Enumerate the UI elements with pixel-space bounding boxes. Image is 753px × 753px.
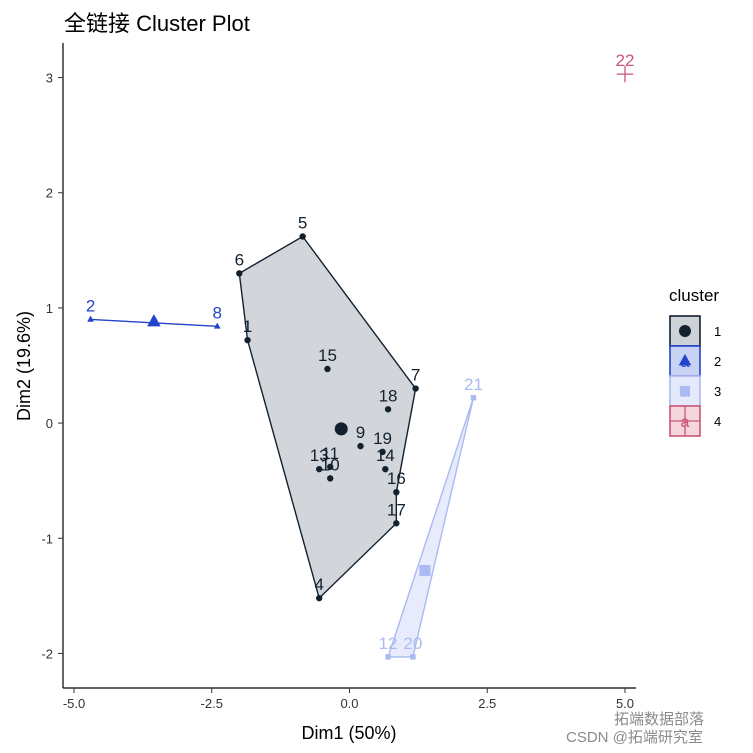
x-tick-label: 2.5	[478, 696, 496, 711]
y-ticks: -2 -1 0 1 2 3	[41, 71, 63, 661]
y-axis-title: Dim2 (19.6%)	[14, 311, 34, 421]
point-label: 4	[314, 575, 323, 594]
point-label: 15	[318, 346, 337, 365]
watermark: 拓端数据部落 CSDN @拓端研究室	[566, 711, 704, 746]
point-label: 1	[243, 317, 252, 336]
y-tick-label: 0	[46, 416, 53, 431]
legend-label-2: 2	[714, 354, 721, 369]
y-tick-label: 3	[46, 71, 53, 86]
cluster-1-point	[299, 233, 306, 240]
cluster-1-point	[379, 448, 386, 456]
cluster-1-point	[315, 465, 323, 473]
legend-marker-3	[679, 385, 691, 397]
legend-marker-1	[679, 325, 691, 337]
watermark-line1: 拓端数据部落	[614, 711, 704, 728]
legend-title: cluster	[669, 286, 719, 305]
cluster-1-point	[393, 520, 400, 527]
cluster-1-point	[412, 385, 419, 392]
x-tick-label: 5.0	[616, 696, 634, 711]
x-ticks: -5.0 -2.5 0.0 2.5 5.0	[63, 688, 634, 711]
cluster-1-point	[327, 475, 334, 482]
cluster-1-point	[236, 270, 243, 277]
cluster-1-centroid	[334, 422, 348, 436]
cluster-1-point	[324, 365, 331, 373]
cluster-1-point	[315, 594, 323, 602]
point-label: 14	[376, 446, 395, 465]
x-axis-title: Dim1 (50%)	[301, 723, 396, 743]
point-label: 9	[356, 423, 365, 442]
cluster-1-point	[327, 463, 334, 471]
cluster-3-centroid	[419, 564, 431, 577]
point-label: 7	[411, 366, 420, 385]
cluster-1-point	[384, 406, 392, 413]
point-label: 22	[616, 51, 635, 70]
point-label: 5	[298, 214, 307, 233]
cluster-hulls	[90, 235, 475, 658]
data-points: 1456791011131415161718192812202122	[86, 51, 635, 660]
watermark-line2: CSDN @拓端研究室	[566, 729, 703, 746]
point-label: 12	[379, 634, 398, 653]
x-tick-label: 0.0	[340, 696, 358, 711]
cluster-3-hull	[387, 397, 475, 658]
y-tick-label: 1	[46, 301, 53, 316]
cluster-1-point	[244, 336, 251, 344]
legend-label-3: 3	[714, 384, 721, 399]
point-label: 21	[464, 375, 483, 394]
y-tick-label: 2	[46, 186, 53, 201]
legend-marker-2	[678, 353, 692, 366]
legend-label-4: 4	[714, 414, 721, 429]
cluster-2-centroid	[147, 314, 161, 327]
point-label: 8	[213, 303, 222, 322]
legend: cluster 1a2a3a4	[669, 286, 721, 437]
chart-title: 全链接 Cluster Plot	[64, 11, 250, 36]
cluster-1-point	[393, 488, 400, 496]
cluster-2-point	[87, 315, 94, 322]
point-label: 17	[387, 500, 406, 519]
cluster-1-point	[357, 442, 364, 450]
point-label: 11	[321, 444, 339, 463]
legend-marker-4	[669, 405, 701, 437]
point-label: 20	[403, 634, 422, 653]
legend-label-1: 1	[714, 324, 721, 339]
cluster-4-point	[616, 65, 634, 83]
point-label: 16	[387, 469, 406, 488]
x-tick-label: -5.0	[63, 696, 85, 711]
cluster-1-point	[382, 465, 389, 473]
cluster-2-point	[213, 322, 221, 329]
cluster-3-point	[470, 395, 477, 401]
point-label: 19	[373, 429, 392, 448]
y-tick-label: -2	[41, 646, 53, 661]
point-label: 2	[86, 296, 95, 315]
point-label: 13	[310, 446, 329, 465]
cluster-3-point	[385, 654, 391, 660]
point-label: 18	[379, 386, 398, 405]
point-label: 6	[235, 250, 244, 269]
cluster-1-hull	[238, 235, 417, 600]
x-tick-label: -2.5	[201, 696, 223, 711]
cluster-3-point	[410, 654, 416, 660]
y-tick-label: -1	[41, 531, 53, 546]
